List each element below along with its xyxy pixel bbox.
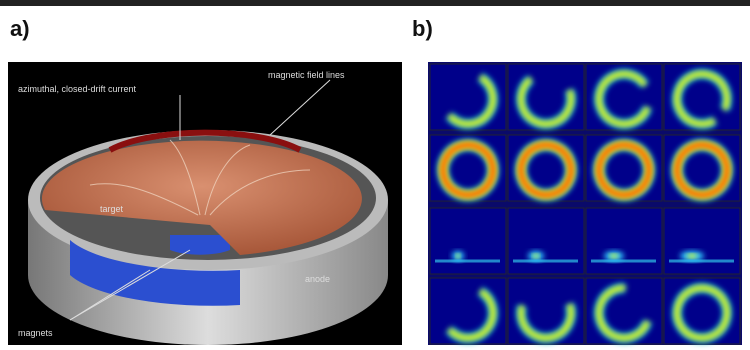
plume-core xyxy=(610,254,618,258)
plume-core xyxy=(456,254,460,258)
image-cell xyxy=(586,208,662,274)
panel-label: a) xyxy=(10,16,30,41)
plume-core xyxy=(687,254,697,258)
figure: a) b) azimuthal, closed-drift current ma… xyxy=(0,0,750,350)
annotation: magnets xyxy=(18,328,53,338)
image-cell xyxy=(508,208,584,274)
annotation: anode xyxy=(305,274,330,284)
plume-core xyxy=(533,254,539,258)
panel-label: b) xyxy=(412,16,433,41)
annotation: azimuthal, closed-drift current xyxy=(18,84,137,94)
figure-canvas: a) b) azimuthal, closed-drift current ma… xyxy=(0,0,750,350)
image-cell xyxy=(430,208,506,274)
annotation: target xyxy=(100,204,124,214)
image-cell xyxy=(664,208,740,274)
top-strip xyxy=(0,0,750,6)
center-magnet xyxy=(170,235,230,255)
annotation: magnetic field lines xyxy=(268,70,345,80)
